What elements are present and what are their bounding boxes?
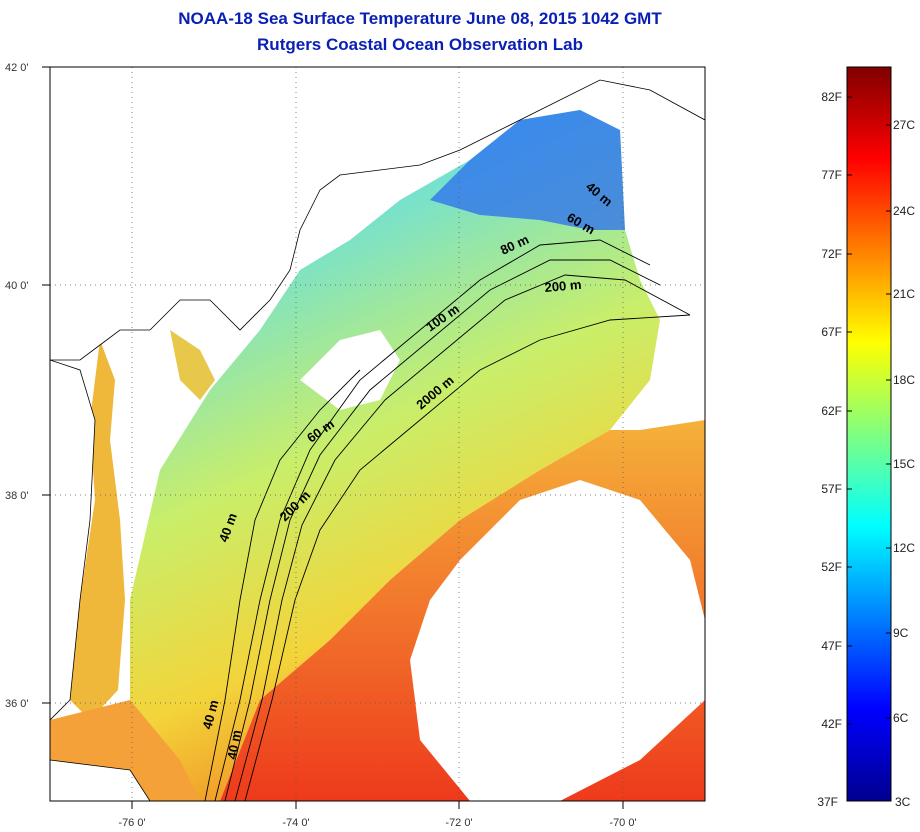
colorbar-f-label: 57F	[821, 482, 842, 496]
isobath-label: 40 m	[224, 729, 244, 761]
lat-label: 42 0'	[5, 62, 29, 74]
cold-water-north	[430, 110, 625, 230]
lat-label: 38 0'	[5, 490, 29, 502]
colorbar-c-label: 3C	[895, 795, 911, 809]
colorbar-c-label: 12C	[893, 541, 915, 555]
colorbar-c-label: 9C	[893, 626, 909, 640]
lon-label: -72 0'	[445, 817, 472, 829]
delaware-bay	[170, 330, 215, 400]
cloud-gap	[410, 480, 705, 801]
lat-label: 36 0'	[5, 698, 29, 710]
colorbar-ticks	[847, 96, 891, 725]
colorbar-c-label: 6C	[893, 711, 909, 725]
map-title: NOAA-18 Sea Surface Temperature June 08,…	[178, 9, 662, 28]
colorbar-f-label: 42F	[821, 717, 842, 731]
isobath-label: 200 m	[544, 277, 582, 295]
colorbar-f-label: 62F	[821, 404, 842, 418]
colorbar-f-label: 72F	[821, 247, 842, 261]
map-border	[49, 66, 706, 802]
map-subtitle: Rutgers Coastal Ocean Observation Lab	[257, 35, 583, 54]
colorbar-f-label: 77F	[821, 168, 842, 182]
colorbar-c-label: 18C	[893, 373, 915, 387]
colorbar-f-label: 37F	[817, 795, 838, 809]
isobath-label: 40 m	[199, 698, 221, 731]
lon-label: -74 0'	[282, 817, 309, 829]
colorbar-f-label: 52F	[821, 560, 842, 574]
land-south	[50, 759, 151, 801]
isobath-lines	[204, 239, 691, 801]
colorbar-f-label: 82F	[821, 90, 842, 104]
colorbar-c-label: 15C	[893, 457, 915, 471]
axis-ticks	[42, 66, 624, 809]
colorbar-c-label: 24C	[893, 204, 915, 218]
colorbar-c-label: 27C	[893, 118, 915, 132]
lon-label: -76 0'	[118, 817, 145, 829]
lat-label: 40 0'	[5, 280, 29, 292]
colorbar-f-label: 47F	[821, 639, 842, 653]
cloud-gap	[300, 330, 400, 410]
land-west	[50, 359, 96, 721]
colorbar-c-label: 21C	[893, 287, 915, 301]
chesapeake-bay	[70, 340, 125, 720]
land-north	[50, 67, 705, 361]
lon-label: -70 0'	[609, 817, 636, 829]
colorbar-f-label: 67F	[821, 325, 842, 339]
colorbar	[846, 66, 892, 802]
shelf-water	[130, 110, 660, 801]
graticule	[50, 67, 705, 801]
